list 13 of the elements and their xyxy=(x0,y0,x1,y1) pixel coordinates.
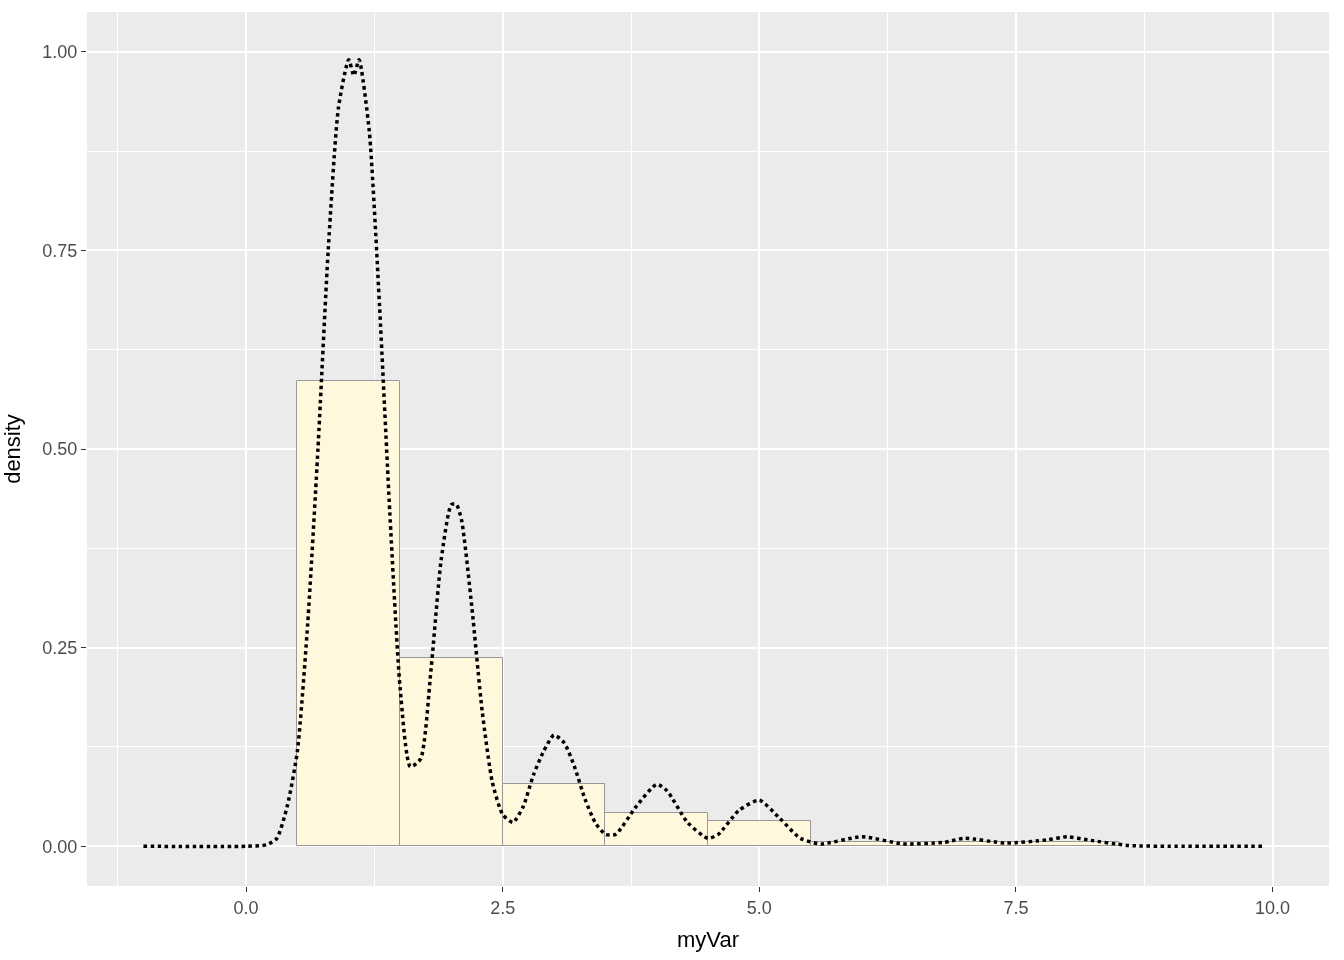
x-tick-label: 7.5 xyxy=(1003,897,1029,918)
y-tick-label: 0.75 xyxy=(42,240,78,261)
x-tick-label: 2.5 xyxy=(490,897,516,918)
y-tick-label: 0.25 xyxy=(42,637,78,658)
y-tick-label: 0.50 xyxy=(42,439,78,460)
x-tick-label: 5.0 xyxy=(746,897,772,918)
y-tick-label: 1.00 xyxy=(42,42,78,63)
y-tick-label: 0.00 xyxy=(42,836,78,857)
line-series xyxy=(141,57,1265,849)
x-tick-label: 10.0 xyxy=(1255,897,1291,918)
y-axis-title: density xyxy=(0,414,26,484)
x-tick-label: 0.0 xyxy=(233,897,259,918)
x-axis-title: myVar xyxy=(677,927,739,953)
